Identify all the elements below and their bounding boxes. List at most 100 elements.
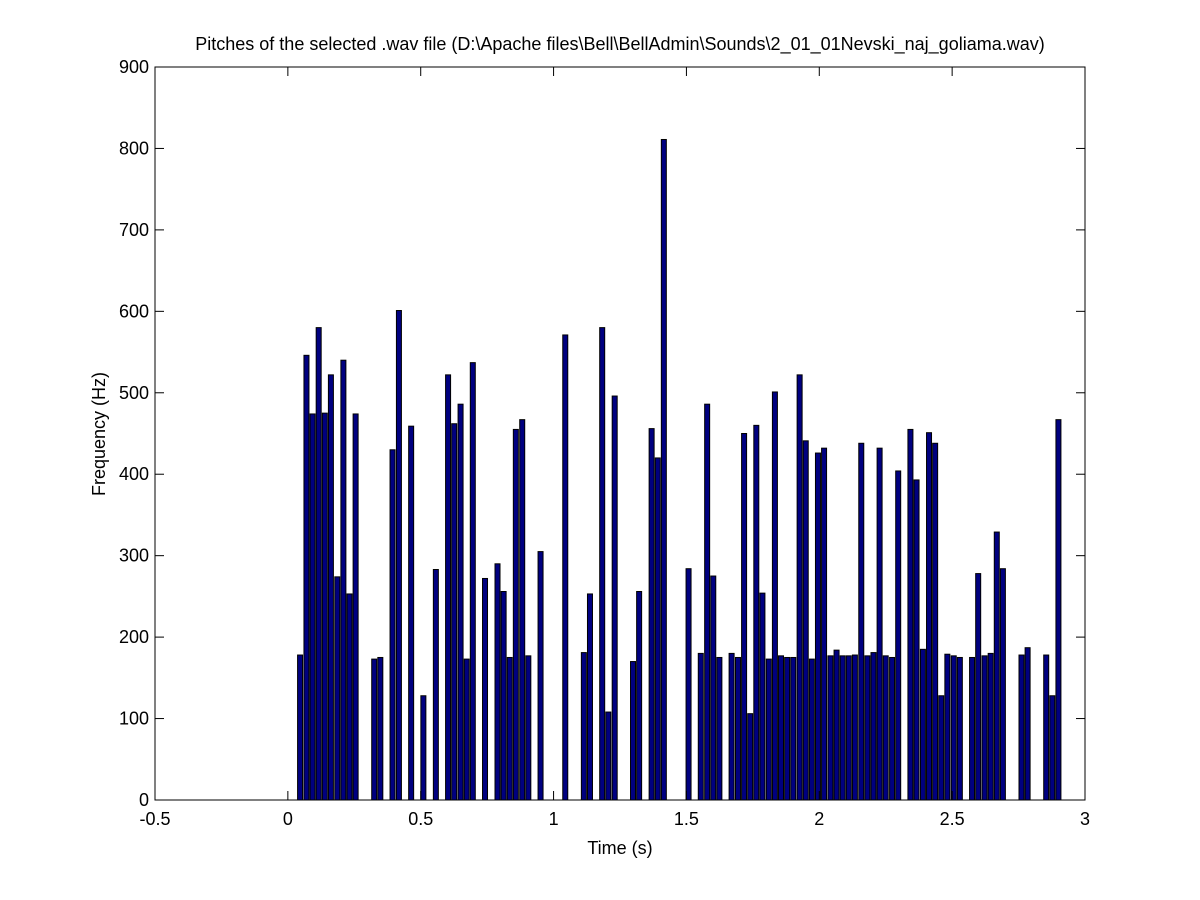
bar — [882, 655, 889, 801]
bar — [870, 652, 877, 801]
bar — [463, 658, 470, 801]
bar — [851, 654, 858, 801]
bar — [303, 354, 310, 801]
y-tick-label: 600 — [119, 301, 149, 321]
bar — [827, 655, 834, 801]
bar — [599, 327, 606, 801]
bar — [445, 374, 452, 801]
bar — [512, 428, 519, 801]
bar — [802, 440, 809, 801]
bar — [605, 711, 612, 801]
bar — [611, 395, 618, 801]
y-tick-label: 100 — [119, 709, 149, 729]
bar — [975, 573, 982, 801]
bar — [759, 592, 766, 801]
bar — [858, 442, 865, 801]
bar — [519, 419, 526, 801]
bar — [741, 433, 748, 801]
bar — [500, 591, 507, 801]
bar — [926, 432, 933, 801]
bar — [580, 652, 587, 801]
bar — [864, 655, 871, 801]
bar — [469, 362, 476, 801]
bar — [389, 449, 396, 801]
bar — [753, 424, 760, 801]
bar — [648, 428, 655, 801]
bar — [377, 656, 384, 801]
bar — [796, 374, 803, 801]
bar — [839, 655, 846, 801]
bar — [297, 654, 304, 801]
bar — [956, 656, 963, 801]
bar — [913, 479, 920, 801]
y-tick-label: 400 — [119, 464, 149, 484]
bar — [704, 403, 711, 801]
bar — [1055, 419, 1062, 801]
bar — [371, 658, 378, 801]
x-tick-label: 2 — [814, 809, 824, 829]
bar — [981, 655, 988, 801]
bar — [821, 447, 828, 801]
bar — [790, 656, 797, 801]
bar — [334, 576, 341, 801]
bar — [716, 656, 723, 801]
y-tick-label: 200 — [119, 627, 149, 647]
bar — [938, 695, 945, 801]
bar — [340, 359, 347, 801]
x-axis-label: Time (s) — [587, 838, 652, 858]
x-tick-label: 1 — [549, 809, 559, 829]
bar — [747, 713, 754, 801]
bar — [630, 661, 637, 801]
x-tick-label: 3 — [1080, 809, 1090, 829]
bar — [987, 652, 994, 801]
bar — [321, 412, 328, 801]
y-tick-label: 700 — [119, 220, 149, 240]
plot-frame — [154, 66, 1086, 801]
chart-title: Pitches of the selected .wav file (D:\Ap… — [195, 34, 1044, 55]
bar — [506, 656, 513, 801]
bar — [408, 425, 415, 801]
bar — [734, 656, 741, 801]
bar — [944, 653, 951, 801]
bar — [537, 551, 544, 801]
bar — [950, 655, 957, 801]
bar — [562, 334, 569, 801]
y-tick-label: 900 — [119, 57, 149, 77]
bar — [778, 655, 785, 801]
bar — [525, 655, 532, 801]
y-tick-label: 0 — [139, 790, 149, 810]
bar — [833, 649, 840, 801]
bar — [346, 593, 353, 801]
bar — [919, 648, 926, 801]
bar — [784, 656, 791, 801]
bar — [482, 577, 489, 801]
bar — [457, 403, 464, 801]
bar — [395, 310, 402, 801]
x-tick-label: 0 — [283, 809, 293, 829]
y-axis-label: Frequency (Hz) — [89, 372, 109, 496]
bar — [327, 374, 334, 801]
x-tick-label: 0.5 — [408, 809, 433, 829]
bar — [1049, 695, 1056, 801]
bar — [808, 658, 815, 801]
bar — [1018, 654, 1025, 801]
bar — [685, 568, 692, 801]
bar — [728, 652, 735, 801]
bar — [814, 452, 821, 801]
bar — [1024, 647, 1031, 801]
bar — [432, 569, 439, 801]
bar — [697, 652, 704, 801]
bar — [654, 457, 661, 801]
bar — [907, 428, 914, 801]
bar — [895, 470, 902, 801]
bar — [969, 656, 976, 801]
bar — [420, 695, 427, 801]
bar — [932, 442, 939, 801]
bar — [352, 413, 359, 801]
bar — [315, 327, 322, 801]
bar — [876, 447, 883, 801]
x-tick-label: 2.5 — [940, 809, 965, 829]
bar — [993, 531, 1000, 801]
y-tick-label: 500 — [119, 383, 149, 403]
